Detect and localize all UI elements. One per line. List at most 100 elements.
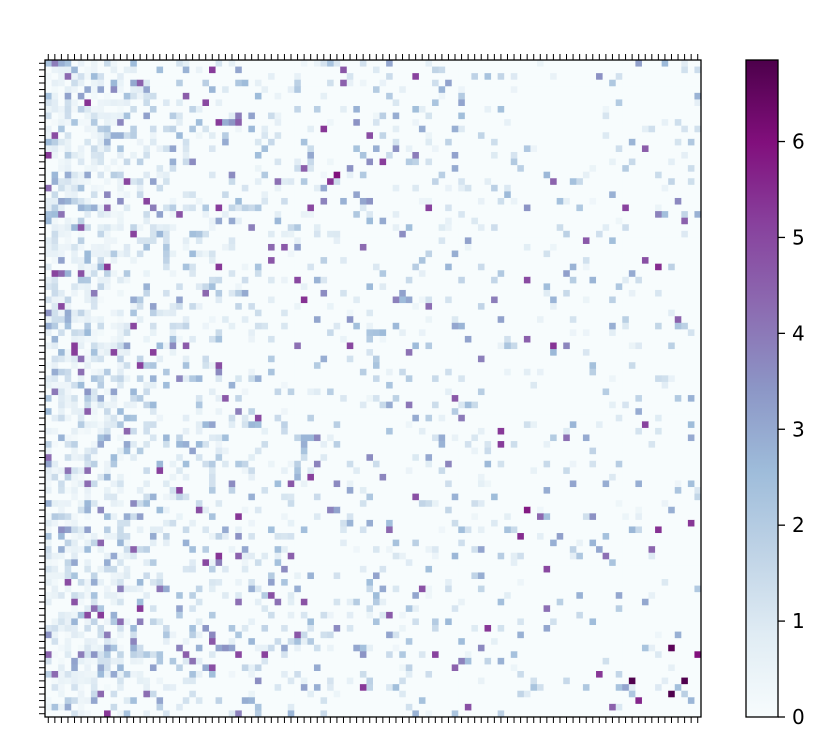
heatmap-cell <box>90 335 98 343</box>
heatmap-cell <box>228 73 236 81</box>
heatmap-cell <box>418 303 426 311</box>
heatmap-cell <box>674 217 682 225</box>
heatmap-cell <box>694 138 702 146</box>
heatmap-cell <box>333 375 341 383</box>
heatmap-cell <box>136 217 144 225</box>
heatmap-cell <box>261 191 269 199</box>
heatmap-cell <box>222 257 230 265</box>
heatmap-cell <box>261 165 269 173</box>
heatmap-cell <box>84 60 92 67</box>
heatmap-cell <box>523 349 531 357</box>
heatmap-cell <box>379 165 387 173</box>
heatmap-cell <box>143 296 151 304</box>
heatmap-cell <box>313 230 321 238</box>
heatmap-cell <box>307 217 315 225</box>
heatmap-cell <box>425 296 433 304</box>
heatmap-cell <box>117 349 125 357</box>
heatmap-cell <box>641 283 649 291</box>
heatmap-cell <box>530 217 538 225</box>
heatmap-cell <box>615 237 623 245</box>
heatmap-cell <box>582 237 590 245</box>
heatmap-cell <box>504 171 512 179</box>
heatmap-cell <box>136 368 144 376</box>
heatmap-cell <box>300 79 308 87</box>
heatmap-cell <box>156 204 164 212</box>
heatmap-cell <box>281 257 289 265</box>
heatmap-cell <box>569 66 577 74</box>
heatmap-cell <box>379 296 387 304</box>
heatmap-cell <box>563 263 571 271</box>
heatmap-cell <box>438 230 446 238</box>
heatmap-cell <box>517 257 525 265</box>
heatmap-cell <box>432 86 439 94</box>
heatmap-cell <box>661 237 669 245</box>
heatmap-cell <box>248 276 256 284</box>
heatmap-cell <box>156 66 164 74</box>
heatmap-cell <box>543 138 551 146</box>
heatmap-cell <box>523 224 531 232</box>
heatmap-cell <box>327 112 335 120</box>
heatmap-cell <box>438 60 446 67</box>
heatmap-cell <box>90 66 98 74</box>
heatmap-cell <box>655 368 663 376</box>
heatmap-cell <box>392 257 400 265</box>
heatmap-cell <box>202 125 210 133</box>
heatmap-cell <box>648 112 656 120</box>
heatmap-cell <box>353 125 361 133</box>
heatmap-cell <box>674 250 682 258</box>
heatmap-cell <box>90 165 98 173</box>
heatmap-cell <box>655 362 663 370</box>
heatmap-cell <box>51 217 59 225</box>
heatmap-cell <box>477 355 485 363</box>
heatmap-cell <box>215 276 223 284</box>
heatmap-cell <box>149 204 157 212</box>
heatmap-cell <box>189 66 197 74</box>
heatmap-cell <box>104 158 111 166</box>
heatmap-cell <box>195 309 203 317</box>
heatmap-cell <box>327 66 335 74</box>
heatmap-cell <box>222 355 230 363</box>
heatmap-cell <box>464 86 472 94</box>
heatmap-cell <box>563 309 571 317</box>
heatmap-cell <box>648 125 656 133</box>
heatmap-cell <box>235 132 243 140</box>
heatmap-cell <box>156 171 164 179</box>
heatmap-cell <box>451 211 459 219</box>
heatmap-cell <box>668 125 676 133</box>
heatmap-cell <box>451 191 459 199</box>
heatmap-cell <box>576 138 584 146</box>
heatmap-cell <box>504 73 512 81</box>
heatmap-cell <box>130 132 138 140</box>
heatmap-cell <box>169 197 177 205</box>
heatmap-cell <box>399 217 407 225</box>
heatmap-cell <box>84 349 92 357</box>
heatmap-cell <box>294 329 302 337</box>
heatmap-cell <box>648 322 656 330</box>
heatmap-cell <box>51 283 59 291</box>
heatmap-cell <box>64 178 72 186</box>
heatmap-cell <box>523 362 531 370</box>
heatmap-cell <box>366 105 374 113</box>
heatmap-cell <box>484 92 492 100</box>
heatmap-cell <box>71 316 79 324</box>
heatmap-cell <box>681 171 689 179</box>
heatmap-cell <box>569 145 577 153</box>
heatmap-cell <box>327 237 335 245</box>
heatmap-cell <box>681 270 689 278</box>
heatmap-cell <box>248 303 256 311</box>
heatmap-cell <box>523 119 531 127</box>
heatmap-cell <box>615 60 623 67</box>
heatmap-cell <box>589 316 597 324</box>
heatmap-cell <box>687 342 695 350</box>
heatmap-cell <box>458 355 466 363</box>
heatmap-cell <box>517 303 525 311</box>
heatmap-cell <box>510 368 518 376</box>
heatmap-cell <box>694 79 702 87</box>
heatmap-cell <box>373 368 380 376</box>
heatmap-cell <box>425 224 433 232</box>
heatmap-cell <box>687 138 695 146</box>
heatmap-cell <box>655 224 663 232</box>
heatmap-cell <box>510 151 518 159</box>
heatmap-cell <box>589 230 597 238</box>
heatmap-cell <box>222 335 230 343</box>
